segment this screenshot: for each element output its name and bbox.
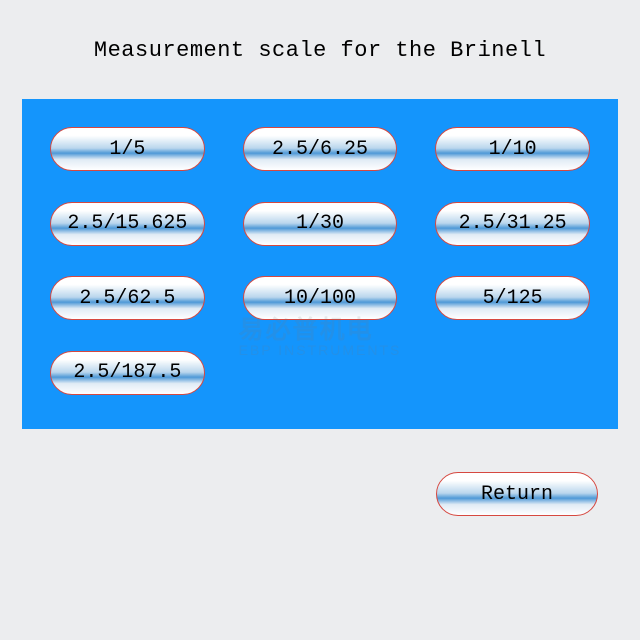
scale-button-2-5-31-25[interactable]: 2.5/31.25: [435, 202, 590, 246]
header: Measurement scale for the Brinell: [0, 0, 640, 81]
scale-button-2-5-6-25[interactable]: 2.5/6.25: [243, 127, 398, 171]
page-title: Measurement scale for the Brinell: [0, 38, 640, 63]
scale-button-2-5-187-5[interactable]: 2.5/187.5: [50, 351, 205, 395]
scale-panel: 1/5 2.5/6.25 1/10 2.5/15.625 1/30 2.5/31…: [22, 99, 618, 429]
scale-button-1-30[interactable]: 1/30: [243, 202, 398, 246]
scale-button-2-5-15-625[interactable]: 2.5/15.625: [50, 202, 205, 246]
scale-button-2-5-62-5[interactable]: 2.5/62.5: [50, 276, 205, 320]
scale-button-1-10[interactable]: 1/10: [435, 127, 590, 171]
return-area: Return: [436, 472, 598, 516]
scale-button-grid: 1/5 2.5/6.25 1/10 2.5/15.625 1/30 2.5/31…: [50, 127, 590, 401]
scale-button-10-100[interactable]: 10/100: [243, 276, 398, 320]
scale-button-5-125[interactable]: 5/125: [435, 276, 590, 320]
return-button[interactable]: Return: [436, 472, 598, 516]
scale-button-1-5[interactable]: 1/5: [50, 127, 205, 171]
